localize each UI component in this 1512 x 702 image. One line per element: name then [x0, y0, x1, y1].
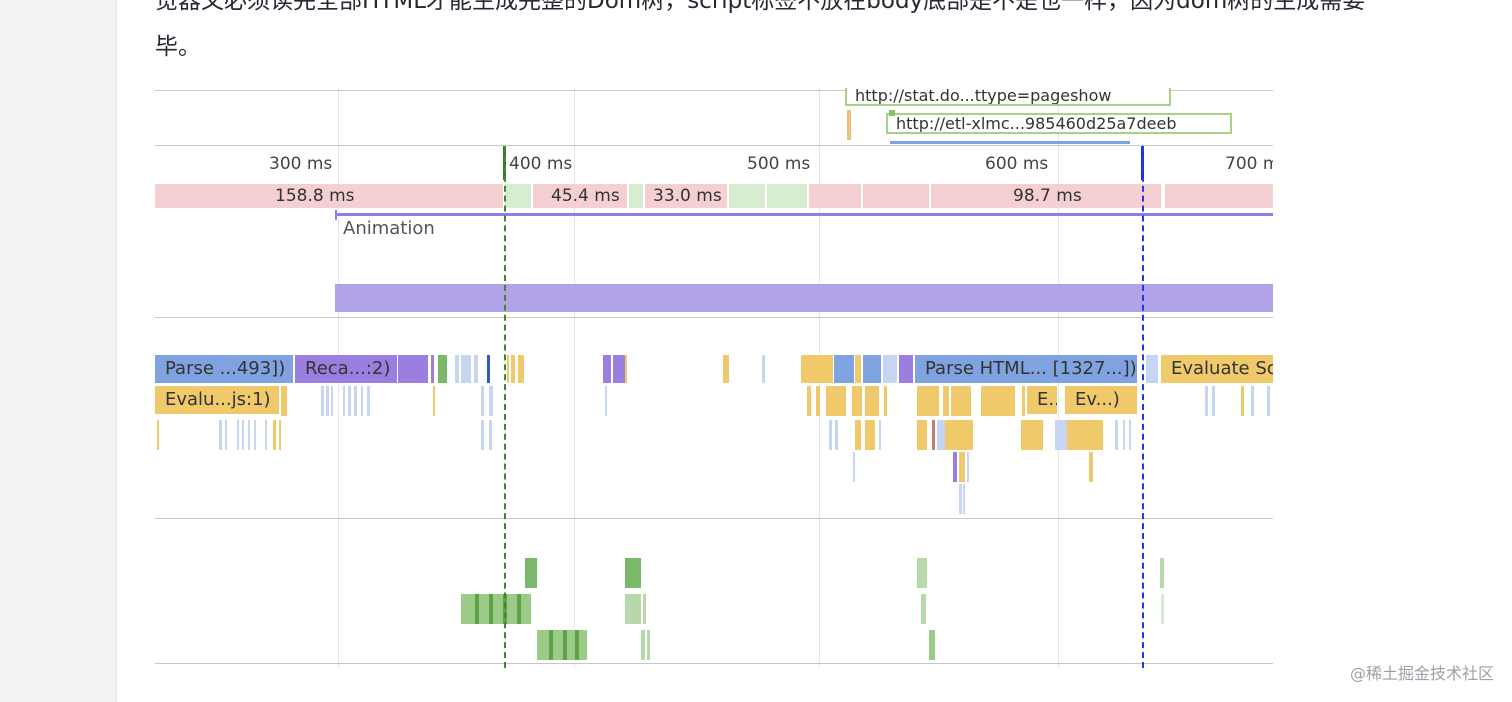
tick-700ms: 700 ms — [1225, 154, 1273, 174]
article-paragraph-line-2: 毕。 — [155, 34, 201, 60]
tick-500ms: 500 ms — [747, 154, 811, 174]
network-request-etl[interactable]: http://etl-xlmc...985460d25a7deeb — [886, 113, 1232, 134]
raster-track[interactable] — [155, 88, 1273, 668]
task-parse-html-main[interactable]: Parse HTML... [1327...]) — [915, 355, 1137, 383]
task-evaluate-short-1[interactable]: E... — [1027, 386, 1057, 414]
frames-track[interactable] — [155, 184, 1273, 208]
network-request-underline — [890, 141, 1130, 144]
tick-300ms: 300 ms — [269, 154, 333, 174]
task-evaluate-js[interactable]: Evalu...js:1) — [155, 386, 279, 414]
task-evaluate-short-2[interactable]: Ev...) — [1065, 386, 1137, 414]
frame-duration-1: 158.8 ms — [275, 186, 355, 206]
watermark: @稀土掘金技术社区 — [1349, 664, 1494, 683]
article-paragraph-line-1: 览器又必须读完全部HTML才能生成完整的Dom树，script标签不放在body… — [155, 0, 1366, 14]
animation-bar[interactable] — [335, 284, 1273, 312]
animation-label: Animation — [343, 218, 435, 239]
task-parse-html[interactable]: Parse ...493]) — [155, 355, 293, 383]
network-request-stub — [847, 110, 851, 140]
task-recalc-style[interactable]: Reca...:2) — [295, 355, 397, 383]
article-body: 览器又必须读完全部HTML才能生成完整的Dom树，script标签不放在body… — [116, 0, 1512, 702]
main-thread-track[interactable]: Parse ...493]) Reca...:2) Parse HTML... … — [155, 88, 1273, 668]
dom-content-loaded-marker-line — [504, 146, 506, 668]
tick-400ms: 400 ms — [509, 154, 573, 174]
task-evaluate-script[interactable]: Evaluate Sc — [1161, 355, 1273, 383]
devtools-performance-screenshot: http://stat.do...ttype=pageshow http://e… — [155, 88, 1273, 668]
network-request-stub — [889, 110, 895, 116]
frame-duration-3: 33.0 ms — [653, 186, 722, 206]
load-marker-line — [1142, 146, 1144, 668]
frame-duration-2: 45.4 ms — [551, 186, 620, 206]
network-request-stat[interactable]: http://stat.do...ttype=pageshow — [845, 88, 1171, 106]
animation-interaction-line — [335, 213, 1273, 216]
tick-600ms: 600 ms — [985, 154, 1049, 174]
frame-duration-4: 98.7 ms — [1013, 186, 1082, 206]
